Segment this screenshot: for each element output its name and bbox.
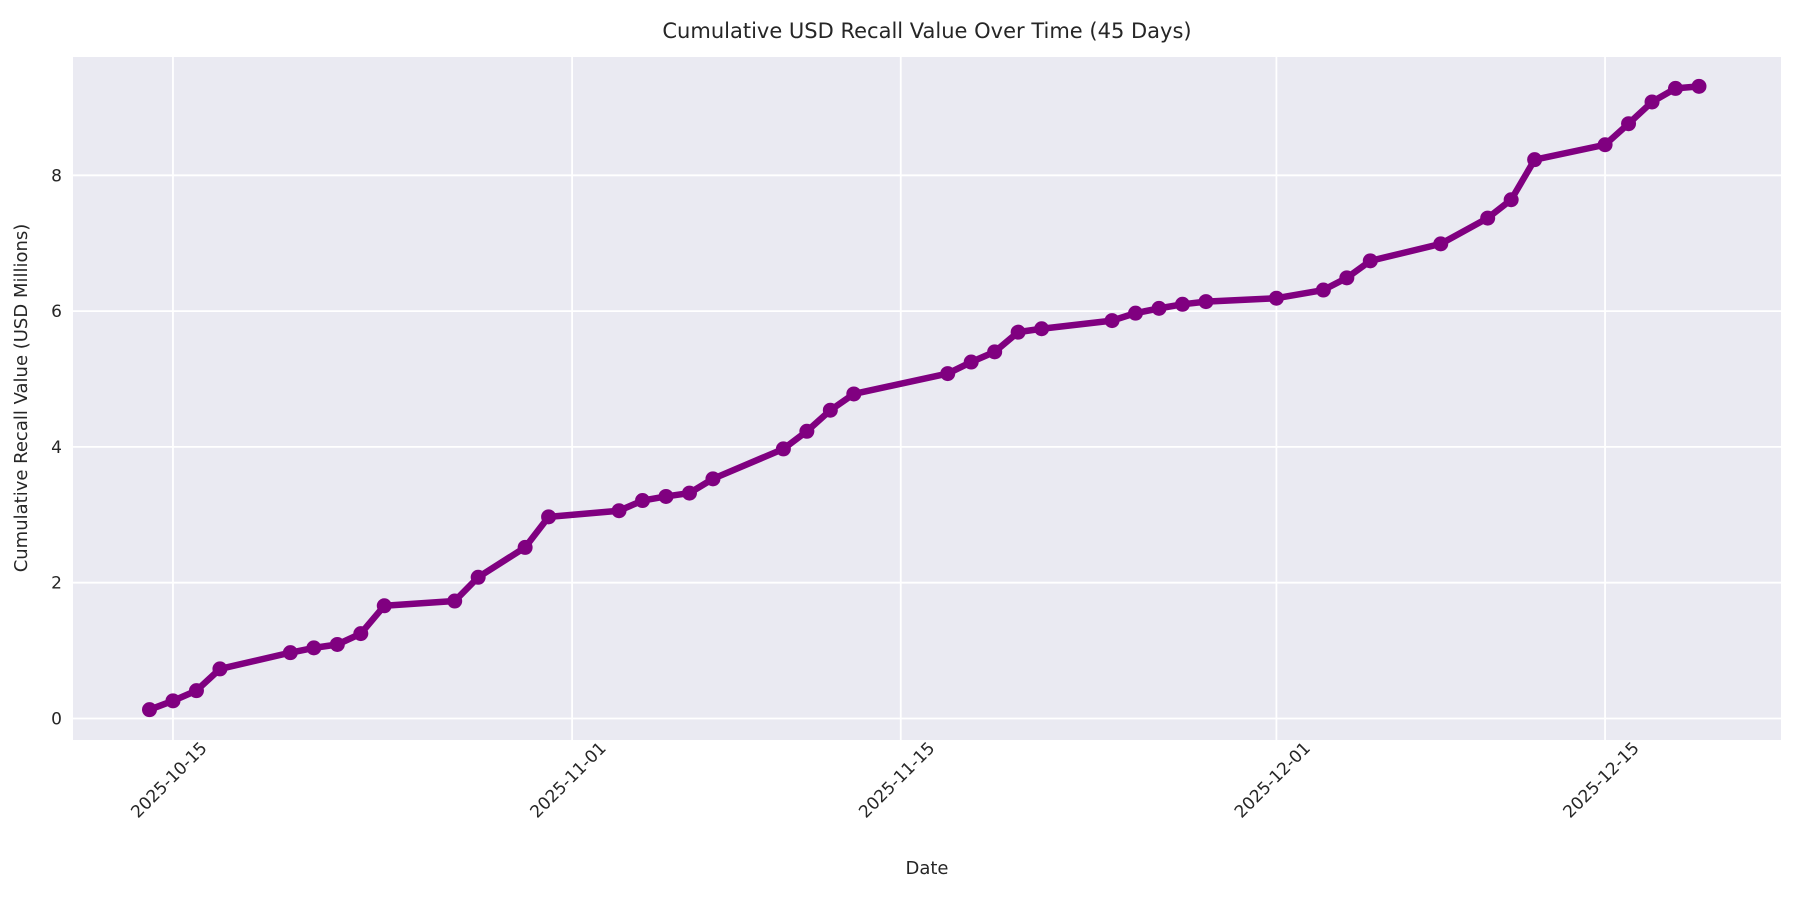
data-point [799, 423, 815, 439]
data-point [1034, 321, 1050, 337]
data-point [470, 569, 486, 585]
data-point [822, 402, 838, 418]
data-point [1151, 300, 1167, 316]
data-point [541, 509, 557, 525]
data-point [963, 354, 979, 370]
chart-title: Cumulative USD Recall Value Over Time (4… [662, 19, 1191, 43]
data-point [1621, 116, 1637, 132]
plot-area [73, 57, 1781, 740]
data-point [1503, 192, 1519, 208]
data-point [282, 645, 298, 661]
data-point [142, 702, 157, 718]
data-point [1128, 305, 1144, 321]
data-point [306, 640, 322, 656]
data-point [188, 683, 204, 699]
data-point [1644, 94, 1660, 110]
data-point [611, 503, 627, 519]
y-tick-label: 0 [51, 710, 62, 730]
data-point [1668, 80, 1684, 96]
data-point [447, 593, 463, 609]
data-point [353, 626, 369, 642]
gridlines [73, 57, 1781, 740]
data-point [658, 488, 674, 504]
x-tick-label: 2025-11-15 [855, 738, 939, 822]
y-axis-label: Cumulative Recall Value (USD Millions) [11, 224, 32, 573]
data-point [1339, 270, 1355, 286]
y-tick-label: 8 [51, 166, 62, 186]
data-point [1268, 290, 1284, 306]
data-point [517, 539, 533, 555]
y-tick-label: 4 [51, 438, 62, 458]
data-point [1527, 152, 1543, 168]
line-series [142, 78, 1707, 718]
y-tick-label: 6 [51, 302, 62, 322]
data-point [705, 471, 721, 487]
data-point [1198, 294, 1214, 310]
data-point [165, 693, 181, 709]
data-point [1010, 324, 1026, 340]
data-point [1362, 253, 1378, 269]
data-point [1433, 236, 1449, 252]
data-point [1104, 313, 1120, 329]
data-point [1480, 210, 1496, 226]
y-tick-label: 2 [51, 574, 62, 594]
data-point [1174, 296, 1190, 312]
data-point [681, 485, 697, 501]
y-tick-labels: 0 2 4 6 8 [51, 166, 62, 729]
data-point [212, 661, 228, 677]
data-point [987, 344, 1003, 360]
data-point [846, 386, 862, 402]
data-point [1315, 282, 1331, 298]
data-point [376, 598, 392, 614]
data-point [775, 441, 791, 457]
x-tick-labels: 2025-10-15 2025-11-01 2025-11-15 2025-12-01… [127, 738, 1643, 822]
data-point [1691, 78, 1707, 94]
data-point [329, 636, 345, 652]
x-tick-label: 2025-12-15 [1560, 738, 1644, 822]
x-axis-label: Date [905, 858, 948, 879]
data-point [1597, 137, 1613, 153]
data-point [635, 493, 651, 509]
data-point [940, 366, 956, 382]
x-tick-label: 2025-11-01 [527, 738, 611, 822]
x-tick-label: 2025-12-01 [1231, 738, 1315, 822]
x-tick-label: 2025-10-15 [127, 738, 211, 822]
